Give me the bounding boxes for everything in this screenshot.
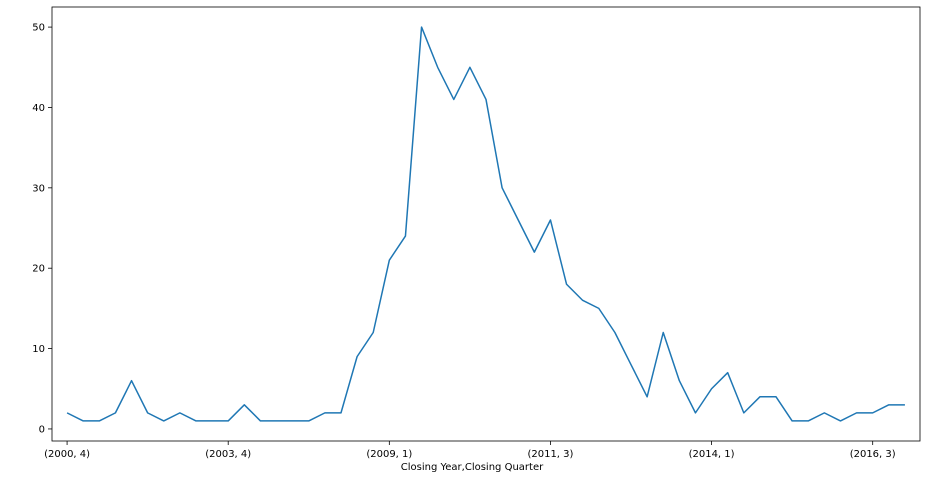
x-tick-label: (2011, 3) bbox=[527, 449, 573, 460]
series-line bbox=[66, 26, 905, 422]
x-axis-label: Closing Year,Closing Quarter bbox=[401, 462, 544, 473]
y-tick-label: 50 bbox=[32, 23, 45, 34]
x-tick-label: (2000, 4) bbox=[44, 449, 90, 460]
y-tick-label: 40 bbox=[32, 103, 45, 114]
x-tick-label: (2016, 3) bbox=[850, 449, 896, 460]
x-tick-label: (2014, 1) bbox=[689, 449, 735, 460]
plot-area bbox=[51, 6, 921, 442]
x-tick-label: (2009, 1) bbox=[366, 449, 412, 460]
y-tick-label: 20 bbox=[32, 264, 45, 275]
x-axis: (2000, 4) (2003, 4) (2009, 1) (2011, 3) (201… bbox=[44, 441, 896, 460]
y-tick-label: 10 bbox=[32, 344, 45, 355]
y-tick-label: 30 bbox=[32, 183, 45, 194]
series-layer bbox=[66, 26, 905, 422]
y-tick-label: 0 bbox=[39, 424, 45, 435]
y-axis: 0 10 20 30 40 50 bbox=[32, 23, 52, 435]
x-tick-label: (2003, 4) bbox=[205, 449, 251, 460]
